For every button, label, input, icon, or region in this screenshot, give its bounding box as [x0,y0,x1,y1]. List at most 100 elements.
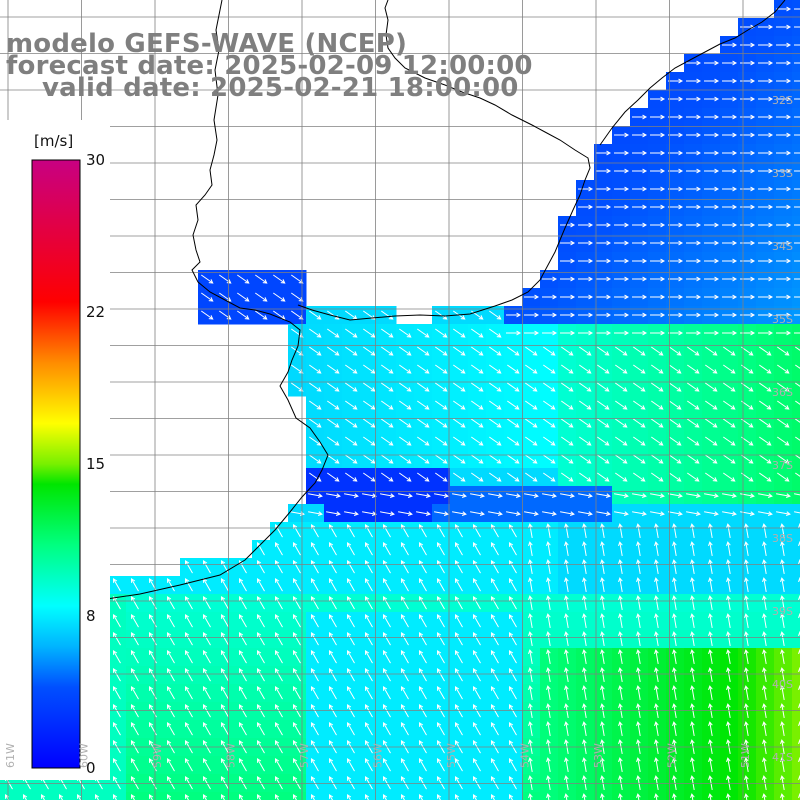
wind-arrow [794,511,800,514]
wind-arrow [564,631,569,646]
wind-arrow [687,382,700,392]
wind-arrow [399,364,412,374]
wind-arrow [633,400,646,410]
wind-arrow [668,330,684,336]
wind-arrow [345,418,358,428]
wind-arrow [400,721,409,736]
wind-arrow [672,757,677,772]
wind-arrow [202,649,211,664]
wind-arrow [328,613,337,628]
wind-arrow [292,577,301,592]
wind-arrow [723,472,736,482]
wind-arrow [560,511,575,516]
wind-arrow [418,685,427,700]
wind-arrow [704,168,720,174]
wind-arrow [130,613,139,628]
colorbar [0,120,110,780]
wind-arrow [686,330,702,336]
wind-arrow [600,793,605,800]
wind-arrow [399,400,412,410]
wind-arrow [238,703,247,718]
wind-arrow [561,436,574,446]
wind-arrow [618,667,623,682]
wind-arrow [582,667,587,682]
wind-arrow [632,493,647,498]
wind-arrow [650,330,666,336]
wind-arrow [326,493,341,498]
wind-arrow [328,703,337,718]
wind-arrow [776,24,792,30]
wind-arrow [256,757,265,772]
longitude-label: 58W [225,743,238,768]
wind-arrow [654,595,659,610]
wind-arrow [292,559,301,574]
wind-arrow [327,364,340,374]
speed-cell [504,792,523,800]
wind-arrow [740,96,756,102]
wind-arrow [600,595,605,610]
wind-arrow [363,418,376,428]
wind-arrow [794,26,800,28]
wind-arrow [416,511,431,516]
wind-arrow [220,631,229,646]
wind-arrow [795,382,800,387]
latitude-labels: 32S 33S 34S 35S 36S 37S 38S 39S 40S 41S [772,94,793,764]
wind-arrow [722,294,738,300]
wind-arrow [381,418,394,428]
wind-arrow [130,631,139,646]
wind-arrow [668,186,684,192]
wind-arrow [669,472,682,482]
wind-arrow [758,78,774,84]
wind-arrow [672,577,677,592]
wind-arrow [704,240,720,246]
wind-arrow [472,559,481,574]
wind-arrow [546,577,551,592]
wind-arrow [780,595,785,610]
wind-arrow [490,541,499,556]
wind-arrow [672,649,677,664]
wind-arrow [490,667,499,682]
wind-arrow [579,400,592,410]
latitude-label: 39S [772,605,793,618]
wind-arrow [794,62,800,64]
longitude-label: 57W [298,743,311,768]
wind-arrow [292,595,301,610]
wind-arrow [651,454,664,464]
wind-arrow [327,346,340,356]
wind-arrow [471,346,484,356]
wind-arrow [758,493,773,498]
wind-arrow [669,418,682,428]
wind-arrow [508,649,517,664]
longitude-label: 56W [372,743,385,768]
wind-arrow [578,240,594,246]
wind-arrow [418,595,427,610]
wind-arrow [274,613,283,628]
wind-arrow [672,667,677,682]
wind-arrow [632,294,648,300]
wind-arrow [690,685,695,700]
wind-arrow [490,685,499,700]
wind-arrow [490,757,499,772]
wind-arrow [327,454,340,464]
wind-arrow [780,775,785,790]
wind-arrow [672,775,677,790]
wind-arrow [130,685,139,700]
wind-arrow [418,523,427,538]
wind-arrow [651,346,664,356]
latitude-label: 41S [772,751,793,764]
wind-arrow [776,186,792,192]
speed-cell [792,594,800,613]
wind-arrow [708,523,713,538]
wind-arrow [524,312,540,318]
wind-arrow [708,757,713,772]
wind-arrow [130,757,139,772]
wind-arrow [292,775,301,790]
wind-arrow [564,667,569,682]
wind-arrow [525,364,538,374]
wind-arrow [561,346,574,356]
wind-arrow [528,685,533,700]
wind-arrow [434,511,449,516]
wind-arrow [363,472,376,482]
wind-arrow [309,454,322,464]
wind-arrow [726,703,731,718]
